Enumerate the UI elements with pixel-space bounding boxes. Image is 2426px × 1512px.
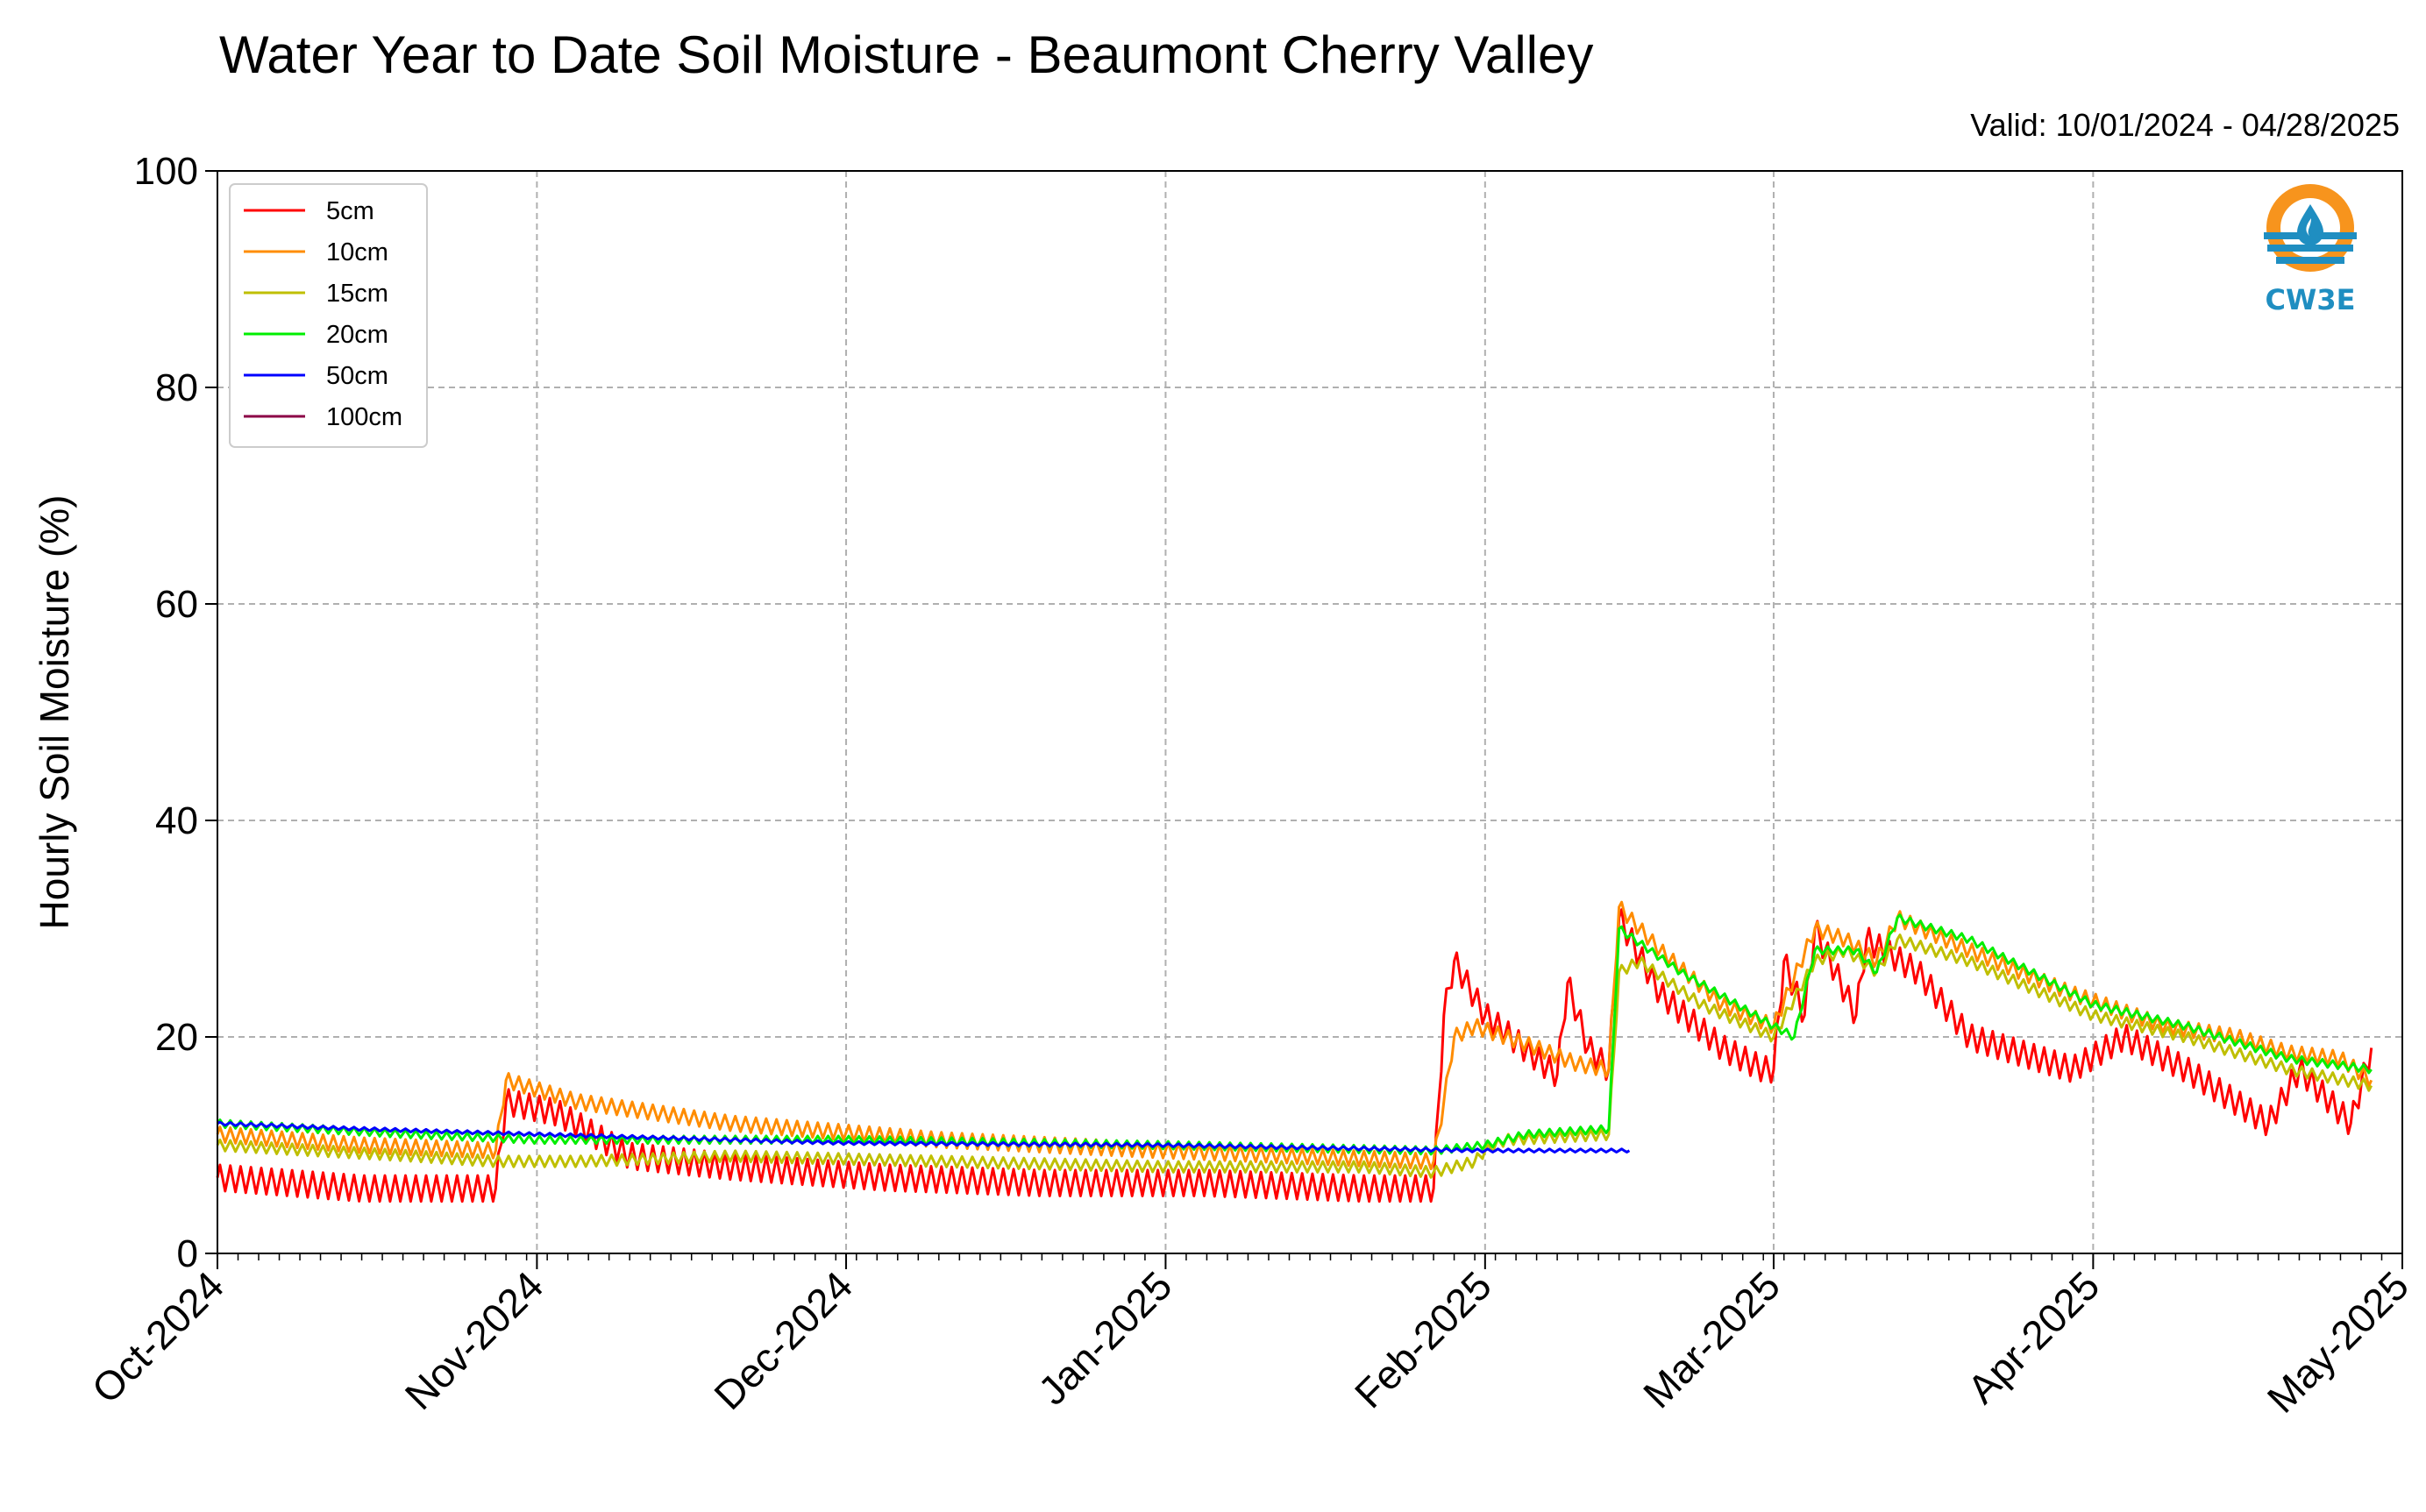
x-tick-label: May-2025 [2259, 1262, 2417, 1421]
legend-label-100cm: 100cm [326, 403, 402, 431]
series-line-5cm [216, 908, 2373, 1203]
series-line-20cm [216, 913, 2373, 1156]
cw3e-logo: CW3E [2253, 180, 2367, 329]
y-tick-label: 80 [155, 366, 198, 409]
x-tick-label: Feb-2025 [1346, 1262, 1500, 1416]
x-tick-label: Oct-2024 [83, 1262, 233, 1412]
axis-ticks: 0 20 40 60 80 100 Oct-2024 Nov-2024 Dec-2024 Jan-… [83, 150, 2418, 1422]
series-line-15cm [216, 933, 2373, 1179]
x-tick-label: Mar-2025 [1634, 1262, 1789, 1416]
legend-label-10cm: 10cm [326, 238, 388, 266]
legend: 5cm 10cm 15cm 20cm 50cm 100cm [229, 183, 428, 448]
y-tick-label: 100 [134, 150, 198, 193]
y-tick-label: 40 [155, 799, 198, 842]
y-tick-label: 60 [155, 583, 198, 626]
grid-lines [217, 171, 2402, 1253]
series-line-50cm [217, 1120, 1631, 1154]
x-tick-label: Apr-2025 [1959, 1262, 2109, 1412]
series-lines [216, 900, 2373, 1203]
water-drop-icon [2264, 184, 2357, 272]
x-tick-label: Jan-2025 [1029, 1262, 1180, 1413]
y-tick-label: 20 [155, 1016, 198, 1059]
legend-label-5cm: 5cm [326, 197, 374, 225]
series-line-10cm [216, 900, 2373, 1171]
legend-label-50cm: 50cm [326, 362, 388, 390]
x-tick-label: Dec-2024 [705, 1262, 861, 1418]
plot-frame [217, 170, 2403, 1254]
x-tick-label: Nov-2024 [396, 1262, 552, 1418]
logo-text: CW3E [2265, 283, 2356, 316]
legend-label-20cm: 20cm [326, 321, 388, 349]
y-tick-label: 0 [177, 1232, 198, 1275]
legend-label-15cm: 15cm [326, 280, 388, 308]
y-axis-label: Hourly Soil Moisture (%) [32, 495, 77, 930]
legend-box [229, 183, 428, 448]
chart-subtitle: Valid: 10/01/2024 - 04/28/2025 [1970, 107, 2400, 143]
chart-title: Water Year to Date Soil Moisture - Beaum… [219, 25, 1594, 84]
